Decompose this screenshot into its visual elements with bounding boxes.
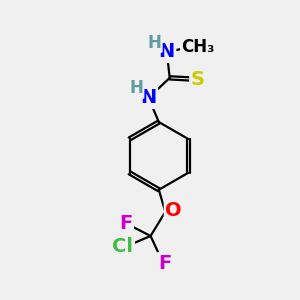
Text: Cl: Cl <box>112 237 134 256</box>
Text: CH₃: CH₃ <box>181 38 215 56</box>
Text: O: O <box>165 201 182 220</box>
Text: S: S <box>191 70 205 89</box>
Text: N: N <box>140 88 157 107</box>
Text: F: F <box>119 214 133 233</box>
Text: H: H <box>129 80 143 98</box>
Text: H: H <box>148 34 161 52</box>
Text: F: F <box>158 254 171 273</box>
Text: N: N <box>159 42 175 62</box>
